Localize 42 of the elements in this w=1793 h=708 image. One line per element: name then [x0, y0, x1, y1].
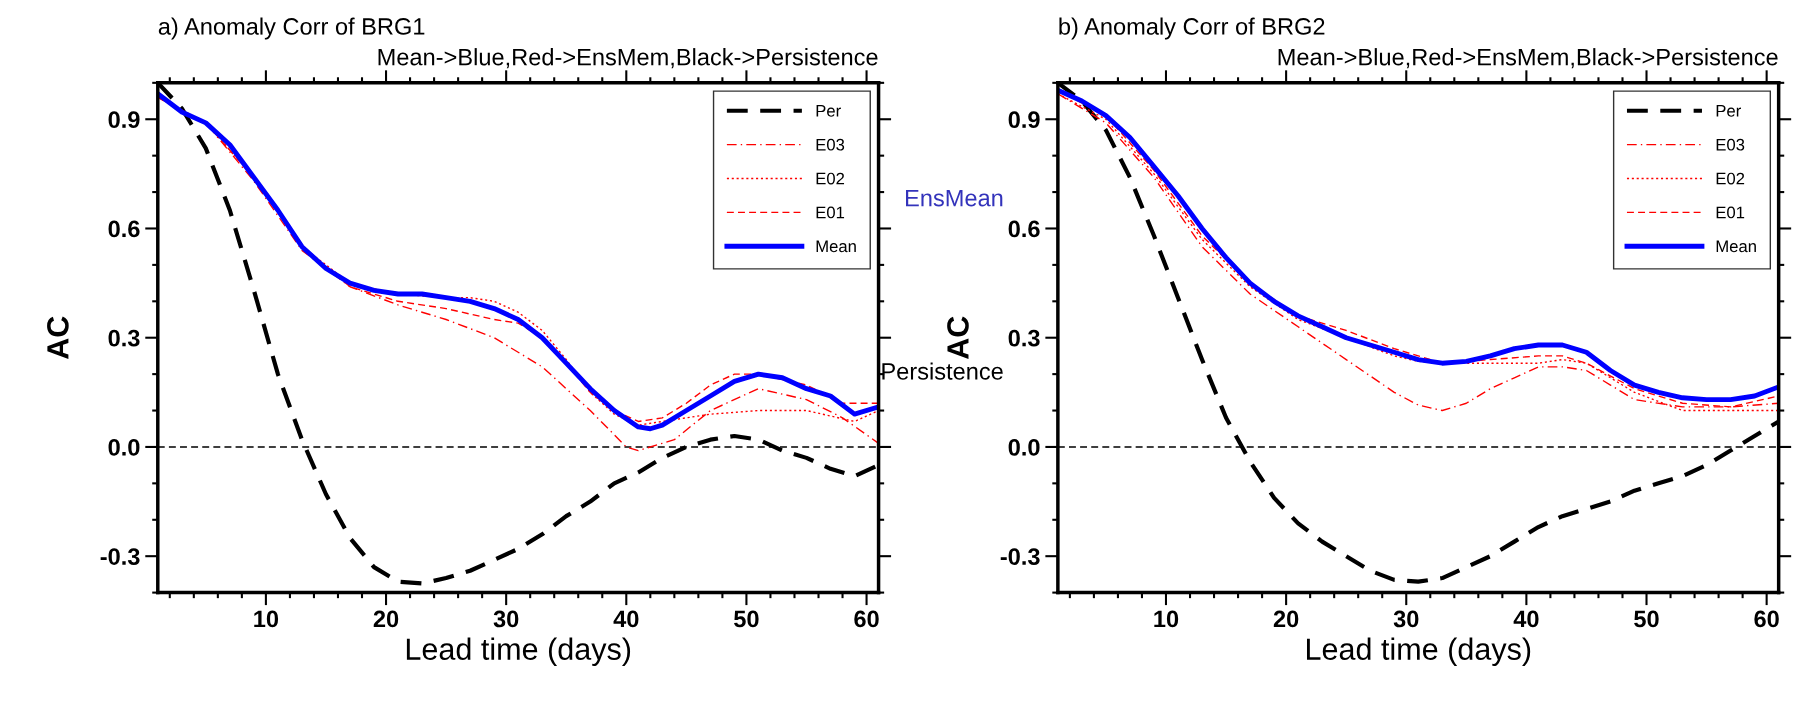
y-tick-label: -0.3	[100, 548, 140, 566]
chart-title: a) Anomaly Corr of BRG1	[158, 17, 425, 40]
chart-subtitle: Mean->Blue,Red->EnsMem,Black->Persistence	[1278, 48, 1778, 69]
x-axis-title: Lead time (days)	[1306, 637, 1531, 667]
y-tick-label: 0.6	[108, 220, 140, 238]
text: EnsMean	[906, 189, 1003, 207]
x-axis-title: Lead time (days)	[406, 637, 631, 667]
y-tick-label: 0.3	[108, 329, 140, 347]
x-tick-label: 10	[1154, 610, 1179, 628]
y-axis-title: AC	[47, 316, 69, 360]
y-tick-label: 0.0	[108, 439, 140, 456]
legend-label: Per	[1716, 105, 1741, 117]
x-tick-label: 30	[493, 610, 519, 628]
legend-label: E02	[816, 172, 845, 185]
legend-label: E03	[1716, 138, 1745, 151]
x-tick-label: 60	[854, 610, 879, 628]
x-tick-label: 10	[254, 610, 279, 628]
legend-label: E01	[1716, 206, 1745, 219]
y-tick-label: -0.3	[1000, 548, 1040, 566]
legend-label: E01	[816, 206, 845, 219]
legend-label: Per	[816, 105, 841, 117]
y-tick-label: 0.9	[108, 111, 140, 129]
x-tick-label: 50	[734, 610, 759, 628]
y-axis-title: AC	[947, 316, 969, 360]
y-tick-label: 0.9	[1008, 111, 1040, 129]
legend-label: E02	[1716, 172, 1745, 185]
x-tick-label: 20	[1273, 610, 1299, 628]
x-tick-label: 50	[1634, 610, 1659, 628]
y-tick-label: 0.3	[1008, 329, 1040, 347]
legend-label: E03	[816, 138, 845, 151]
legend-label: Mean	[816, 240, 856, 253]
x-tick-label: 20	[373, 610, 399, 628]
chart-title: b) Anomaly Corr of BRG2	[1059, 17, 1325, 40]
y-tick-label: 0.0	[1008, 439, 1040, 456]
x-tick-label: 40	[1513, 610, 1539, 628]
text: Persistence	[882, 362, 1003, 380]
chart-subtitle: Mean->Blue,Red->EnsMem,Black->Persistence	[378, 48, 878, 69]
x-tick-label: 30	[1393, 610, 1419, 628]
x-tick-label: 40	[613, 610, 639, 628]
y-tick-label: 0.6	[1008, 220, 1040, 238]
x-tick-label: 60	[1754, 610, 1779, 628]
legend-label: Mean	[1716, 240, 1756, 253]
